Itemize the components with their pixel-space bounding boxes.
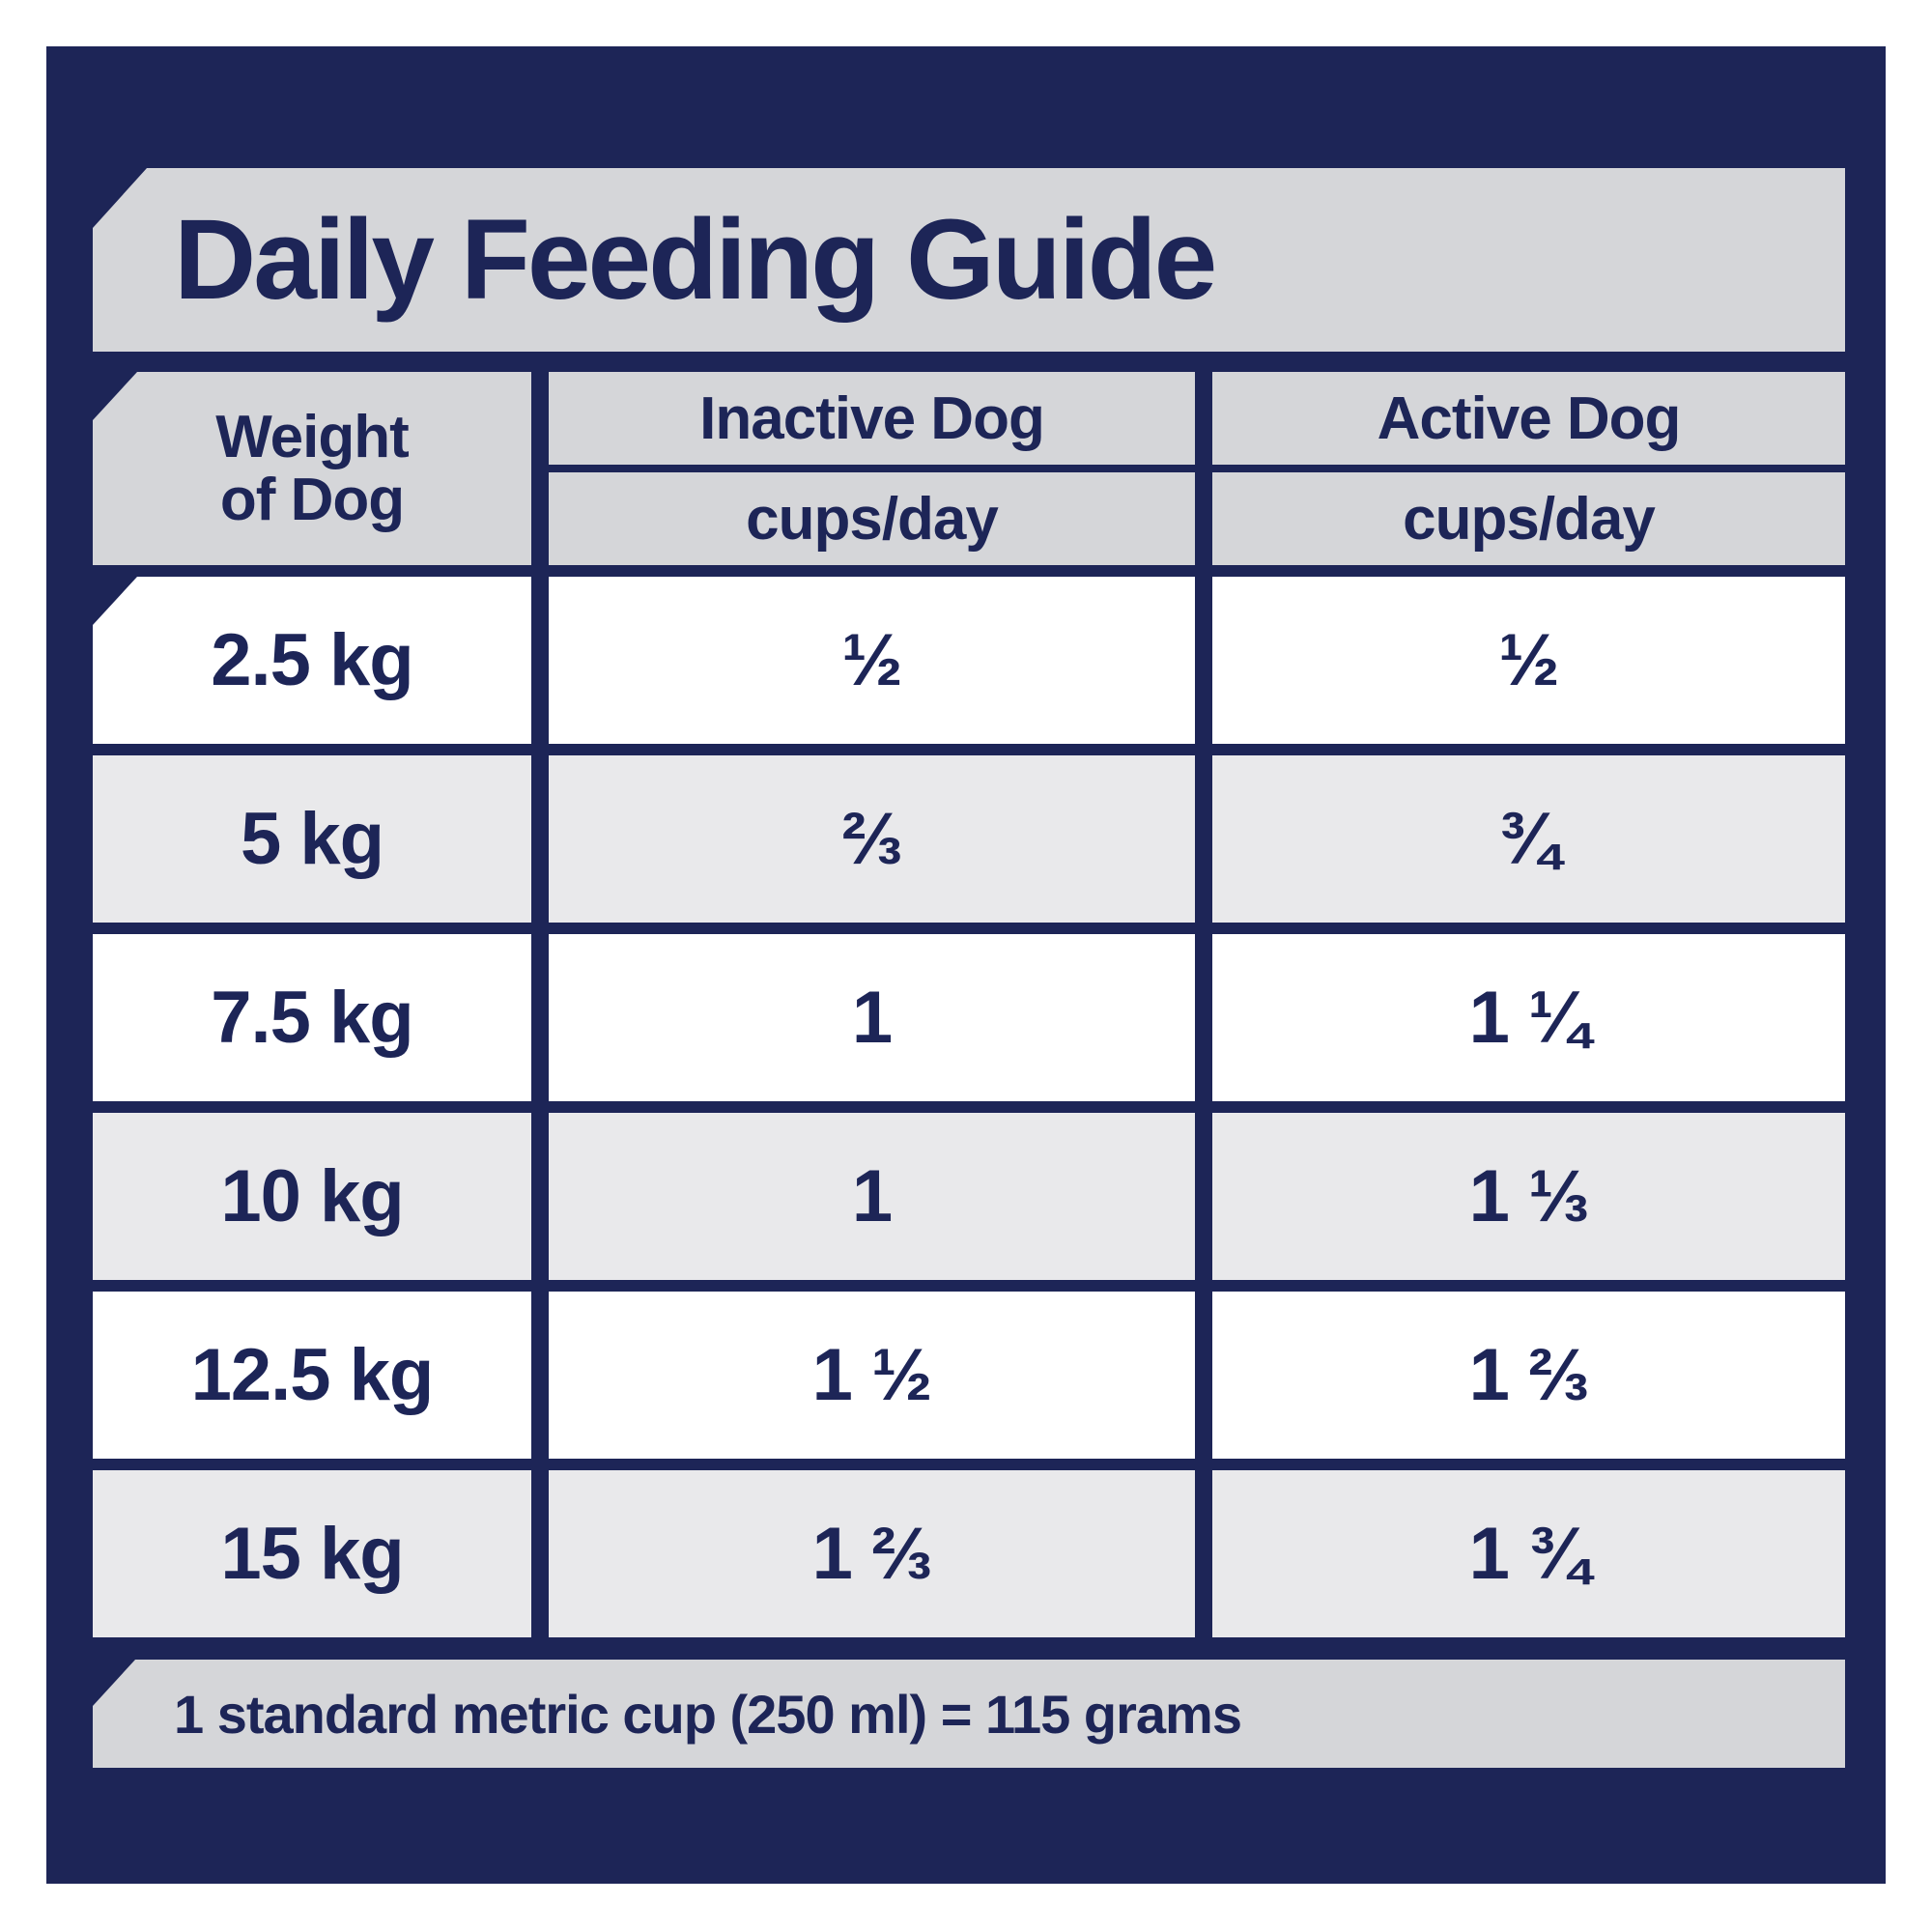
active-cell: 1 ¾ bbox=[1212, 1470, 1845, 1637]
inactive-cell: 1 ½ bbox=[549, 1292, 1195, 1459]
header-cell-weight: Weight of Dog bbox=[93, 372, 531, 565]
weight-header-line1: Weight bbox=[215, 403, 409, 470]
title-banner: Daily Feeding Guide bbox=[93, 168, 1845, 352]
header-cell-active: Active Dog cups/day bbox=[1212, 372, 1845, 565]
active-dog-label: Active Dog bbox=[1212, 372, 1845, 465]
header-cell-inactive: Inactive Dog cups/day bbox=[549, 372, 1195, 565]
active-cell: ½ bbox=[1212, 577, 1845, 744]
inactive-dog-unit: cups/day bbox=[549, 472, 1195, 565]
weight-cell: 10 kg bbox=[93, 1113, 531, 1280]
footer-banner: 1 standard metric cup (250 ml) = 115 gra… bbox=[93, 1660, 1845, 1768]
inactive-cell: 1 bbox=[549, 934, 1195, 1101]
weight-cell: 15 kg bbox=[93, 1470, 531, 1637]
weight-header-line2: of Dog bbox=[219, 467, 405, 533]
inactive-cell: ⅔ bbox=[549, 755, 1195, 923]
page-title: Daily Feeding Guide bbox=[174, 196, 1217, 324]
inactive-dog-label: Inactive Dog bbox=[549, 372, 1195, 465]
feeding-table: Weight of Dog Inactive Dog cups/day Acti… bbox=[93, 372, 1845, 1637]
active-dog-unit: cups/day bbox=[1212, 472, 1845, 565]
weight-cell: 7.5 kg bbox=[93, 934, 531, 1101]
inactive-cell: 1 ⅔ bbox=[549, 1470, 1195, 1637]
active-cell: 1 ⅓ bbox=[1212, 1113, 1845, 1280]
weight-cell: 2.5 kg bbox=[93, 577, 531, 744]
cup-conversion-note: 1 standard metric cup (250 ml) = 115 gra… bbox=[174, 1683, 1242, 1745]
weight-cell: 5 kg bbox=[93, 755, 531, 923]
inactive-cell: 1 bbox=[549, 1113, 1195, 1280]
active-cell: ¾ bbox=[1212, 755, 1845, 923]
active-cell: 1 ⅔ bbox=[1212, 1292, 1845, 1459]
navy-panel: Daily Feeding Guide Weight of Dog Inacti… bbox=[46, 46, 1886, 1884]
active-cell: 1 ¼ bbox=[1212, 934, 1845, 1101]
inactive-cell: ½ bbox=[549, 577, 1195, 744]
weight-cell: 12.5 kg bbox=[93, 1292, 531, 1459]
